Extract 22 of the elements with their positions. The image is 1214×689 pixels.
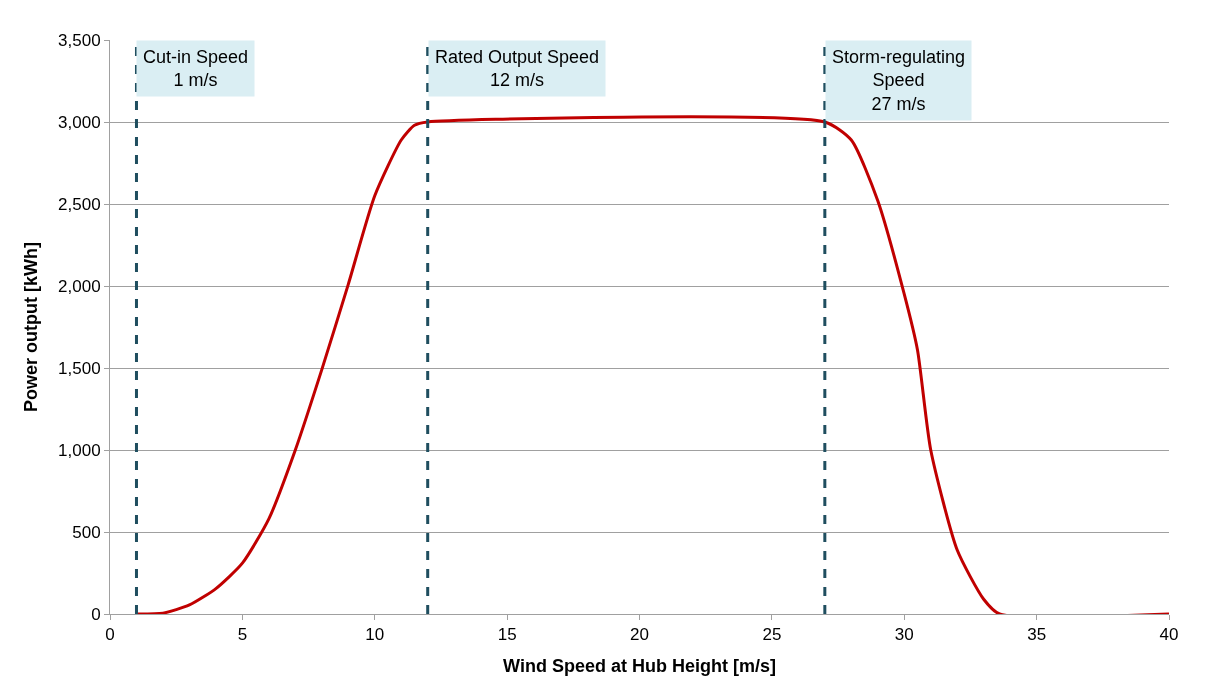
y-tick-label: 1,500 [58,358,101,378]
x-tick-label: 40 [1159,625,1179,645]
x-axis-title: Wind Speed at Hub Height [m/s] [503,655,776,676]
x-tick-label: 25 [762,625,782,645]
y-tick-label: 2,000 [58,276,101,296]
y-tick-label: 3,000 [58,112,101,132]
x-tick-label: 10 [365,625,385,645]
y-tick-label: 2,500 [58,194,101,214]
y-tick-label: 1,000 [58,440,101,460]
ref-line-label: Rated Output Speed 12 m/s [435,47,600,91]
x-tick-label: 35 [1027,625,1047,645]
y-tick-label: 3,500 [58,30,101,50]
x-tick-label: 15 [497,625,517,645]
x-tick-label: 30 [894,625,914,645]
x-tick-label: 0 [105,625,115,645]
y-tick-label: 500 [72,522,101,542]
ref-line-label: Cut-in Speed 1 m/s [143,47,249,91]
y-tick-label: 0 [91,604,101,624]
ref-line-label: Storm-regulating Speed 27 m/s [832,47,966,114]
y-axis-title: Power output [kWh] [21,242,42,412]
x-tick-label: 5 [237,625,248,645]
x-tick-label: 20 [630,625,649,645]
